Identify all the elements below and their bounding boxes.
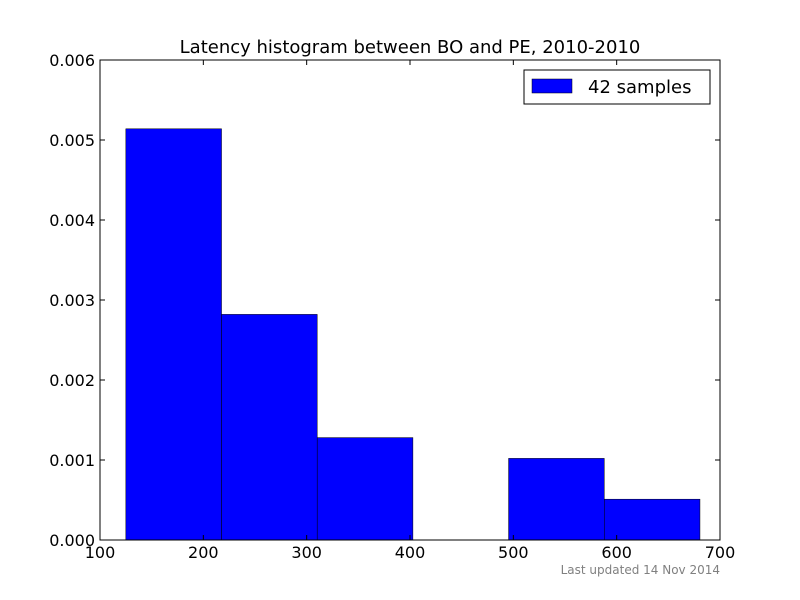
legend-label: 42 samples: [588, 77, 691, 98]
histogram-bar-4: [508, 458, 605, 541]
y-tick-label: 0.006: [49, 51, 95, 70]
x-tick-label: 300: [291, 543, 322, 562]
y-tick-label: 0.005: [49, 131, 95, 150]
y-tick-label: 0.001: [49, 451, 95, 470]
y-tick-label: 0.002: [49, 371, 95, 390]
x-tick-label: 600: [601, 543, 632, 562]
histogram-bar-2: [316, 437, 414, 541]
histogram-bar-0: [125, 128, 222, 541]
legend: 42 samples: [523, 69, 711, 105]
y-tick-label: 0.003: [49, 291, 95, 310]
x-tick-label: 700: [705, 543, 736, 562]
histogram-bar-5: [604, 498, 701, 541]
x-axis-ticks: 100 200 300 400 500 600 700: [85, 60, 736, 562]
y-tick-label: 0.000: [49, 531, 95, 550]
x-tick-label: 500: [498, 543, 529, 562]
x-tick-label: 400: [395, 543, 426, 562]
histogram-bars: [125, 128, 701, 541]
x-tick-label: 100: [85, 543, 116, 562]
last-updated-note: Last updated 14 Nov 2014: [561, 563, 720, 577]
y-axis-ticks: 0.000 0.001 0.002 0.003 0.004 0.005 0.006: [49, 51, 720, 550]
y-tick-label: 0.004: [49, 211, 95, 230]
x-tick-label: 200: [188, 543, 219, 562]
histogram-bar-1: [221, 314, 318, 541]
legend-swatch: [531, 78, 573, 94]
chart-title: Latency histogram between BO and PE, 201…: [180, 37, 641, 58]
